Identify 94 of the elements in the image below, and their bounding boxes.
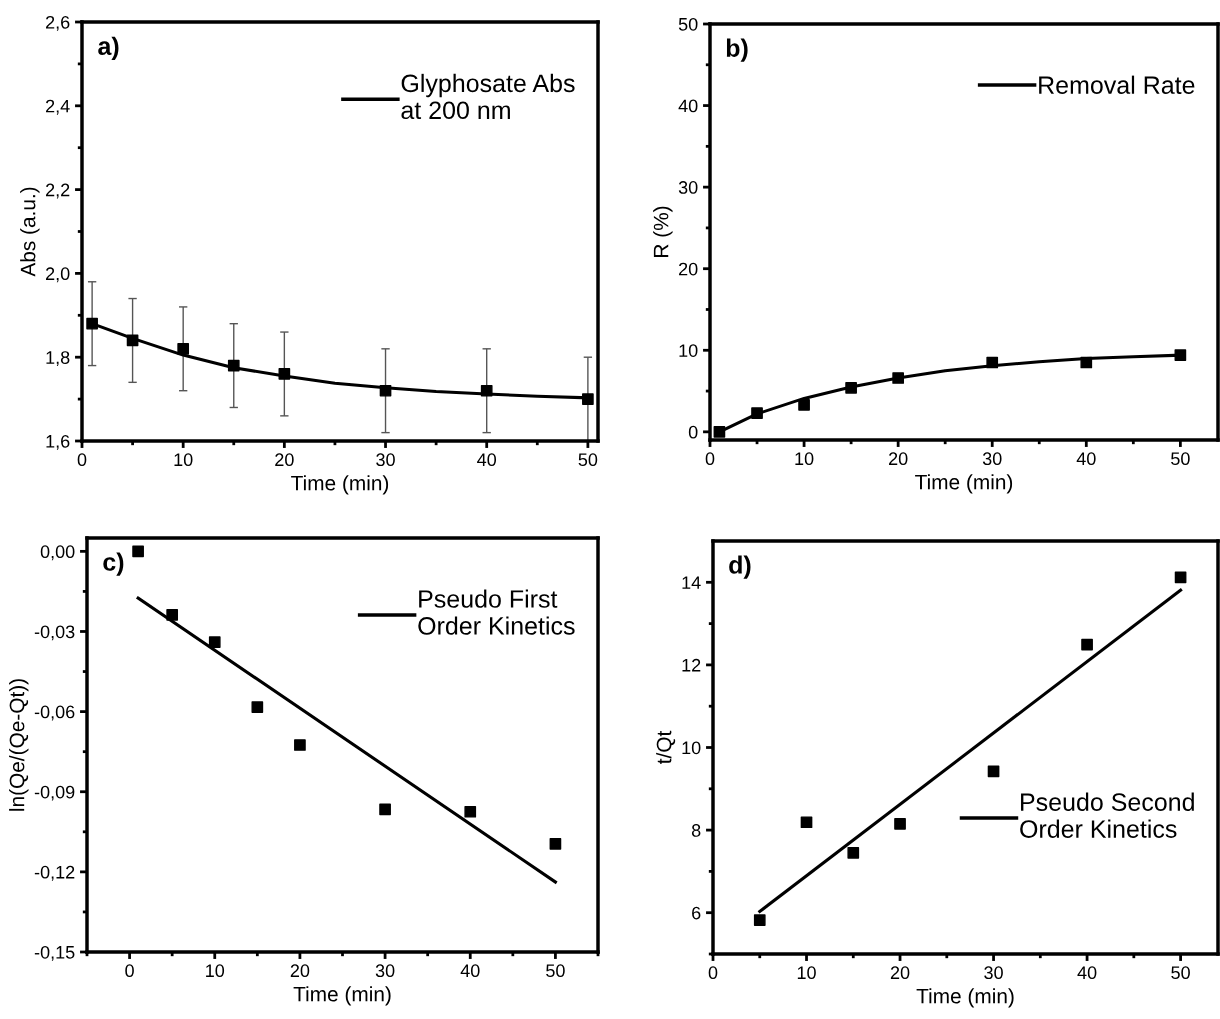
x-axis-title: Time (min) [293,986,391,1006]
annotation: a) [98,36,119,60]
x-tick-label: 50 [578,453,598,467]
point [480,384,493,397]
y-axis-title: t/Qt [656,730,676,764]
y-tick-label: 2,6 [46,15,70,31]
y-tick-label: -0,12 [34,865,75,881]
x-tick-label: 20 [290,964,310,978]
point [379,384,392,397]
legend-label: Pseudo First Order Kinetics [418,589,575,635]
y-tick-label: 10 [682,741,701,755]
y-tick-label: 0 [688,425,698,439]
point [798,399,810,411]
point [166,609,179,621]
y-tick-label: 0,00 [40,545,75,561]
point [549,837,562,850]
point [1174,571,1187,584]
point [464,805,477,818]
y-axis-title: R (%) [653,206,673,257]
point [751,407,763,419]
point [713,425,726,438]
x-tick-label: 30 [375,964,395,978]
point [582,393,594,405]
annotation: c) [103,552,124,576]
point [987,765,1000,778]
annotation: b) [726,38,748,62]
x-tick-label: 10 [797,966,816,980]
point [294,739,306,751]
x-tick-label: 40 [477,453,497,467]
point [177,342,190,355]
point [845,381,857,394]
point [1081,638,1093,651]
x-tick-label: 0 [77,453,87,467]
legend-label: Glyphosate Abs at 200 nm [401,73,575,120]
x-tick-label: 20 [275,453,294,467]
point [126,334,139,347]
point [986,356,999,369]
point [86,317,98,330]
y-tick-label: -0,09 [34,785,75,801]
point [227,359,240,372]
x-tick-label: 30 [984,966,1003,980]
y-tick-label: 2,4 [46,99,70,115]
y-tick-label: -0,15 [34,945,75,961]
point [251,701,264,713]
x-tick-label: 20 [890,966,910,980]
y-tick-label: -0,06 [34,705,75,721]
x-tick-label: 30 [982,452,1002,466]
y-tick-label: -0,03 [34,625,75,641]
x-tick-label: 20 [889,452,908,466]
annotation: d) [729,555,751,579]
y-tick-label: 8 [691,824,701,837]
y-tick-label: 6 [692,906,701,920]
x-axis-title: Time (min) [291,475,389,495]
y-tick-label: 2,0 [46,267,70,283]
x-tick-label: 40 [1077,966,1097,980]
x-tick-label: 50 [1171,452,1190,466]
x-axis-title: Time (min) [915,474,1013,494]
x-tick-label: 40 [1076,452,1096,466]
legend-label: Pseudo Second Order Kinetics [1020,792,1194,838]
x-tick-label: 50 [1171,966,1190,980]
y-tick-label: 1,6 [46,434,70,450]
point [278,368,291,380]
y-tick-label: 1,8 [46,351,70,367]
x-tick-label: 0 [708,966,718,980]
x-tick-label: 0 [125,964,134,978]
x-tick-label: 10 [206,964,225,978]
y-tick-label: 2,2 [46,183,70,199]
point [132,545,144,558]
y-tick-label: 50 [678,17,698,31]
x-tick-label: 10 [795,452,814,466]
y-tick-label: 10 [679,344,698,357]
point [208,636,221,649]
legend-label: Removal Rate [1039,75,1195,94]
y-tick-label: 40 [678,99,698,113]
y-tick-label: 20 [679,262,698,276]
x-tick-label: 10 [174,453,193,467]
x-tick-label: 30 [376,453,395,467]
y-tick-label: 12 [682,658,701,672]
y-axis-title: Abs (a.u.) [20,187,40,277]
point [892,372,904,384]
y-axis-title: ln(Qe/(Qe-Qt)) [9,679,29,811]
point [1080,356,1093,369]
x-tick-label: 50 [546,964,565,978]
y-tick-label: 14 [682,576,701,589]
point [379,803,391,816]
point [847,846,860,859]
x-tick-label: 0 [705,452,715,466]
x-tick-label: 40 [460,964,480,978]
point [753,914,766,926]
y-tick-label: 30 [678,181,698,194]
point [800,816,813,829]
point [894,818,906,830]
point [1174,349,1187,362]
x-axis-title: Time (min) [916,988,1014,1008]
